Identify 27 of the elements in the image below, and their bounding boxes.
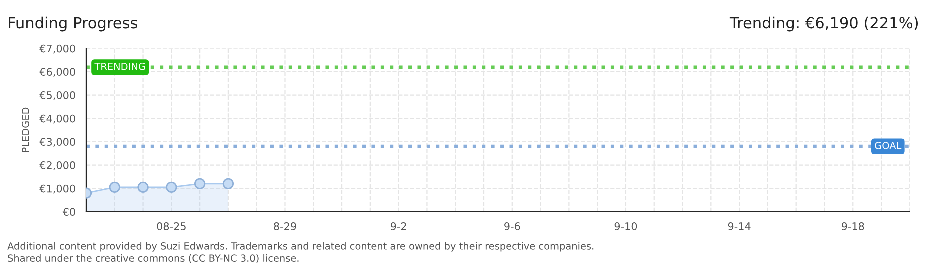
chart-subtitle: Trending: €6,190 (221%) [730,16,918,32]
point [166,182,178,194]
y-tick-label: €7,000 [40,44,76,54]
y-tick-label: €6,000 [40,68,76,78]
point [138,182,149,194]
point [109,182,120,194]
ref-line-label: GOAL [875,142,902,150]
ref-line-label: TRENDING [94,62,146,70]
y-tick-label: €4,000 [40,114,76,124]
point [194,178,206,190]
y-tick-label: €1,000 [40,184,76,194]
y-tick-label: €3,000 [40,138,76,148]
y-axis-title: PLEDGED [22,108,30,152]
y-tick-label: €5,000 [40,92,76,100]
text: Additional content provided by Suzi Edwards. Trademarks and related content are owned by their respective companies. [8,242,594,252]
x-tick-label: 08-25 [157,222,186,230]
x-tick-label: 8-29 [274,222,296,230]
y-tick-label: €0 [62,208,76,216]
point [222,178,234,190]
x-tick-label: 9-18 [842,222,864,230]
x-tick-label: 9-10 [614,222,638,230]
chart-title: Funding Progress [9,16,138,32]
y-tick-label: €2,000 [40,162,76,170]
x-tick-label: 9-14 [728,222,751,230]
x-tick-label: 9-2 [390,222,406,230]
text: Shared under the creative commons (CC BY-NC 3.0) license. [8,254,299,264]
x-tick-label: 9-6 [504,222,520,230]
